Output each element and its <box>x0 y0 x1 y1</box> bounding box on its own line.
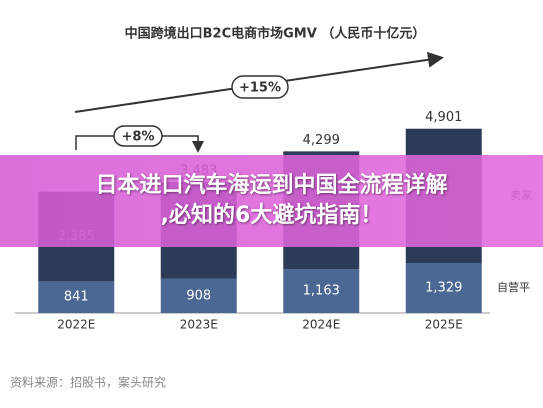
banner: 日本进口汽车海运到中国全流程详解 ,必知的6大避坑指南！ <box>0 155 543 247</box>
annotation: +15% <box>239 81 281 96</box>
banner-line: ,必知的6大避坑指南！ <box>160 203 383 228</box>
annotation: +8% <box>122 130 155 145</box>
data-label: 908 <box>186 288 211 303</box>
annotation-box <box>231 75 289 99</box>
data-label: 841 <box>64 290 89 305</box>
total-label: 4,901 <box>425 110 462 125</box>
banner-line: 日本进口汽车海运到中国全流程详解 <box>95 173 448 198</box>
data-label: 1,329 <box>425 281 462 296</box>
legend-entry: 自营平 <box>497 280 530 294</box>
bar-segment <box>283 269 360 313</box>
bar-segment <box>38 281 115 313</box>
source: 资料来源：招股书，案头研究 <box>10 375 166 390</box>
data-label: 1,163 <box>303 284 340 299</box>
bar-segment <box>405 263 482 313</box>
bar-segment <box>160 278 237 313</box>
x-tick-label: 2023E <box>180 318 218 332</box>
annotation-box <box>113 125 163 147</box>
chart-title: 中国跨境出口B2C电商市场GMV （人民币十亿元） <box>125 26 426 42</box>
x-tick-label: 2024E <box>302 318 340 332</box>
total-label: 4,299 <box>303 133 340 148</box>
x-tick-label: 2025E <box>425 318 463 332</box>
x-tick-label: 2022E <box>57 318 95 332</box>
